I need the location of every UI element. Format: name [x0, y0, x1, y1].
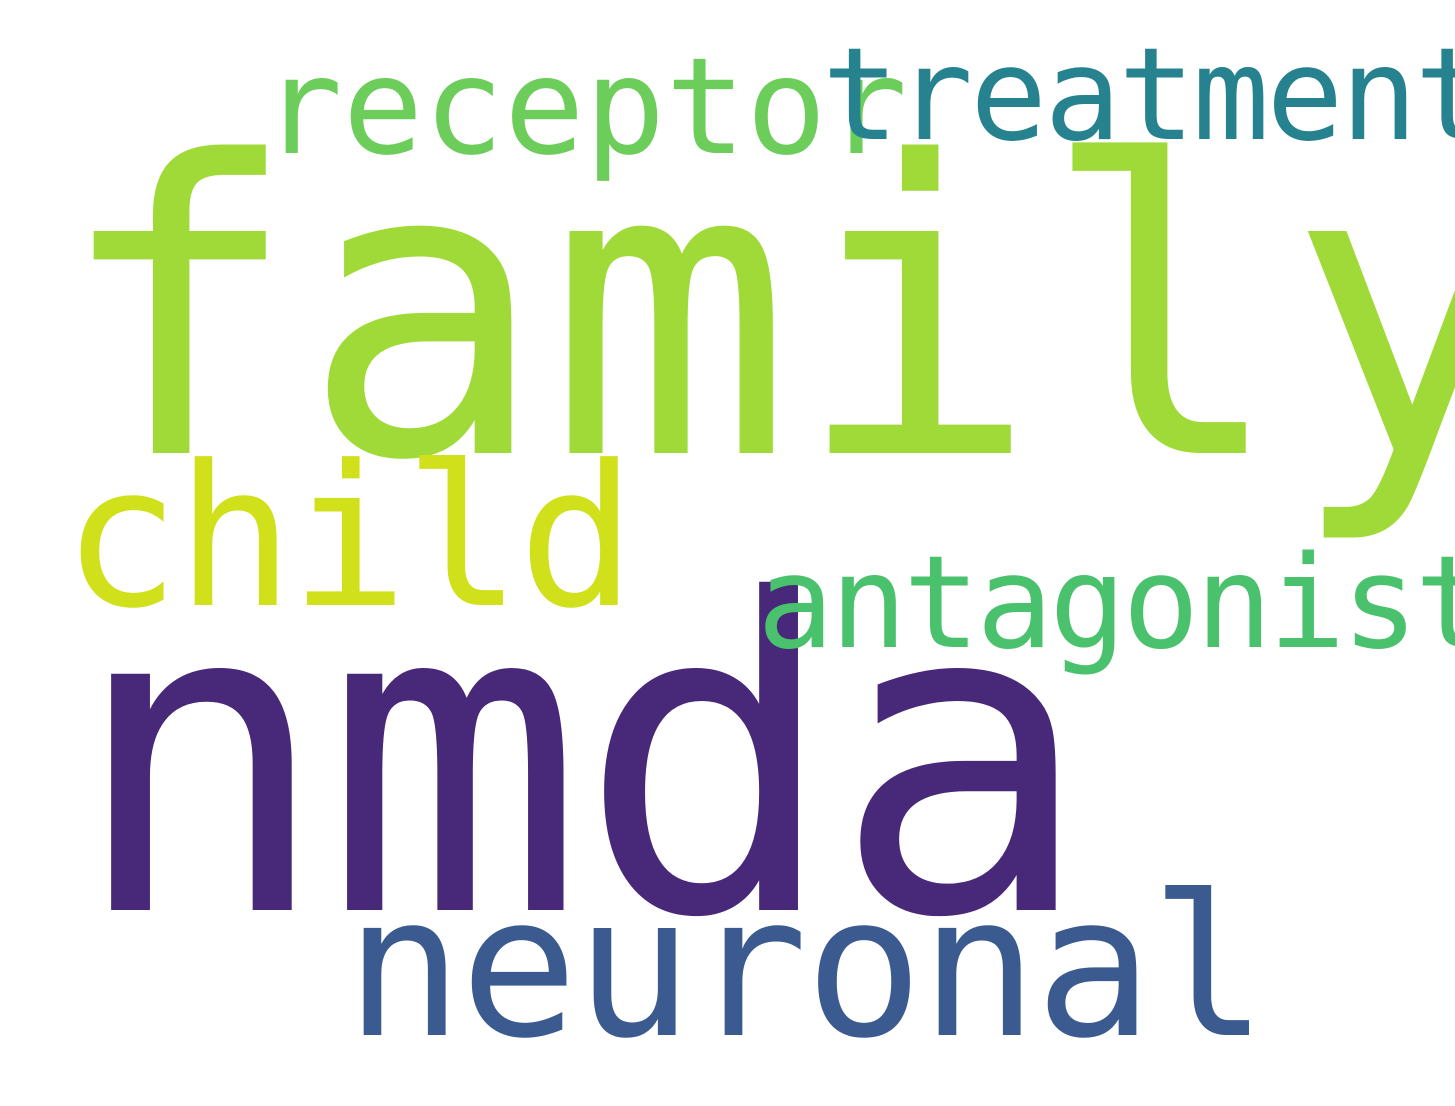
word-receptor: receptor — [262, 29, 908, 185]
word-nmda: nmda — [70, 509, 1092, 1012]
word-neuronal: neuronal — [345, 854, 1268, 1082]
word-child: child — [62, 424, 636, 652]
word-treatment: treatment — [822, 21, 1455, 170]
word-antagonist: antagonist — [757, 529, 1455, 678]
word-family: family — [55, 76, 1455, 549]
